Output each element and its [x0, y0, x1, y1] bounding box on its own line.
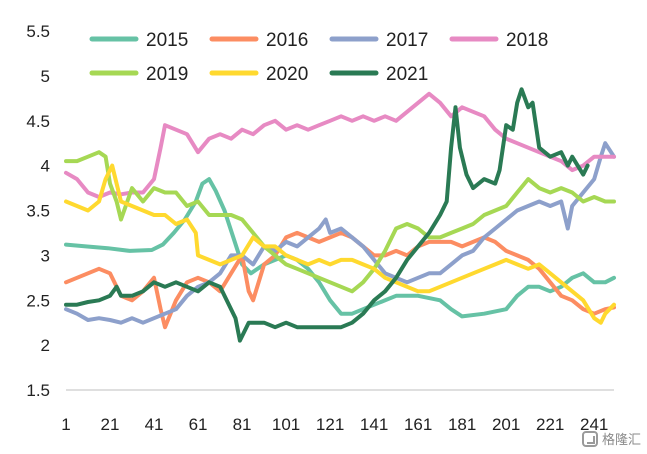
x-tick-label: 81	[233, 415, 252, 434]
y-axis-ticks: 1.5 2 2.5 3 3.5 4 4.5 5 5.5	[26, 22, 50, 400]
y-tick-label: 2	[41, 336, 50, 355]
legend-item-2016: 2016	[209, 30, 308, 51]
x-axis-ticks: 1 21 41 61 81 101 121 141 161 181 201 221 241	[61, 415, 608, 434]
legend-label: 2019	[146, 64, 188, 85]
legend-label: 2016	[266, 30, 308, 51]
x-tick-label: 201	[492, 415, 520, 434]
legend: 2015 2016 2017 2018 2019 2020 2021	[89, 30, 548, 85]
watermark-text: 格隆汇	[601, 433, 641, 448]
x-tick-label: 41	[145, 415, 164, 434]
series-line-2016	[64, 230, 616, 330]
x-tick-label: 141	[360, 415, 388, 434]
y-tick-label: 2.5	[26, 291, 50, 310]
legend-item-2018: 2018	[449, 30, 548, 51]
x-tick-label: 181	[448, 415, 476, 434]
x-tick-label: 221	[536, 415, 564, 434]
y-tick-label: 5	[41, 67, 50, 86]
legend-label: 2020	[266, 64, 308, 85]
x-tick-label: 161	[404, 415, 432, 434]
series-line-2019	[64, 150, 616, 294]
legend-label: 2015	[146, 30, 188, 51]
x-tick-label: 61	[189, 415, 208, 434]
legend-item-2021: 2021	[329, 64, 428, 85]
series-line-2020	[64, 163, 616, 325]
legend-item-2020: 2020	[209, 64, 308, 85]
legend-label: 2018	[506, 30, 548, 51]
x-tick-label: 241	[580, 415, 608, 434]
y-tick-label: 4.5	[26, 112, 50, 131]
y-tick-label: 5.5	[26, 22, 50, 41]
y-tick-label: 3	[41, 246, 50, 265]
legend-item-2015: 2015	[89, 30, 188, 51]
x-tick-label: 21	[101, 415, 120, 434]
y-tick-label: 1.5	[26, 381, 50, 400]
series-line-2015	[64, 177, 616, 319]
series-lines	[64, 87, 616, 343]
x-tick-label: 121	[316, 415, 344, 434]
series-line-2018	[64, 91, 616, 199]
legend-item-2017: 2017	[329, 30, 428, 51]
watermark: 格隆汇	[581, 429, 641, 448]
legend-item-2019: 2019	[89, 64, 188, 85]
gelonghui-logo-icon	[581, 430, 598, 447]
legend-label: 2017	[386, 30, 428, 51]
y-tick-label: 4	[41, 157, 50, 176]
y-tick-label: 3.5	[26, 202, 50, 221]
series-line-2017	[64, 141, 616, 325]
legend-label: 2021	[386, 64, 428, 85]
series-line-2021	[64, 87, 590, 343]
x-tick-label: 1	[61, 415, 70, 434]
x-tick-label: 101	[272, 415, 300, 434]
